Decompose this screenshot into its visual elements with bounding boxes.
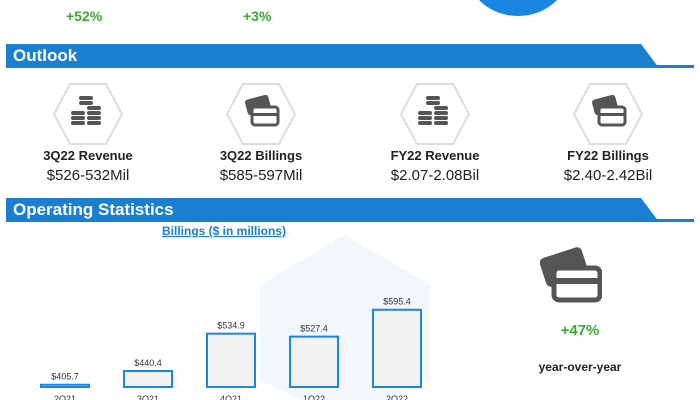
bar-4q21 <box>206 332 256 388</box>
bar-value-label: $527.4 <box>300 324 328 334</box>
bar-2q22 <box>372 308 422 388</box>
credit-card-icon <box>226 83 296 145</box>
bar-value-label: $440.4 <box>134 358 162 368</box>
outlook-value-3q22-billings: $585-597Mil <box>219 167 303 184</box>
chart-title[interactable]: Billings ($ in millions) <box>162 224 287 238</box>
operating-heading: Operating Statistics <box>13 200 174 219</box>
outlook-label-fy22-revenue: FY22 Revenue <box>390 148 480 163</box>
outlook-value-fy22-revenue: $2.07-2.08Bil <box>390 167 480 184</box>
credit-card-icon <box>540 247 602 303</box>
billings-growth-note: year-over-year <box>538 360 622 374</box>
outlook-label-fy22-billings: FY22 Billings <box>567 148 649 163</box>
bar-value-label: $534.9 <box>217 321 245 331</box>
outlook-label-3q22-billings: 3Q22 Billings <box>219 148 303 163</box>
accent-circle <box>468 0 568 16</box>
coins-icon <box>53 83 123 145</box>
outlook-label-3q22-revenue: 3Q22 Revenue <box>43 148 133 163</box>
bar-value-label: $405.7 <box>51 372 79 382</box>
bar-value-label: $595.4 <box>383 297 411 307</box>
operating-banner: Operating Statistics <box>6 198 659 222</box>
x-tick-label: 4Q21 <box>220 394 242 400</box>
credit-card-icon <box>573 83 643 145</box>
coins-icon <box>400 83 470 145</box>
x-tick-label: 2Q21 <box>54 394 76 400</box>
outlook-heading: Outlook <box>13 46 78 65</box>
billings-bar-chart: $405.7 2Q21 $440.4 3Q21 $534.9 4Q21 $527.4 1Q22… <box>40 235 430 400</box>
bar-3q21 <box>123 370 173 389</box>
operating-banner-rule <box>6 219 694 222</box>
bar-2q21 <box>40 383 90 388</box>
outlook-banner: Outlook <box>6 44 659 68</box>
bar-1q22 <box>289 335 339 389</box>
x-tick-label: 1Q22 <box>303 394 325 400</box>
outlook-value-3q22-revenue: $526-532Mil <box>46 167 130 184</box>
right-change-value: +3% <box>243 8 272 24</box>
billings-growth-value: +47% <box>560 322 600 339</box>
left-change-value: +52% <box>66 8 103 24</box>
x-tick-label: 2Q22 <box>386 394 408 400</box>
x-tick-label: 3Q21 <box>137 394 159 400</box>
outlook-value-fy22-billings: $2.40-2.42Bil <box>563 167 653 184</box>
outlook-banner-rule <box>6 65 694 68</box>
